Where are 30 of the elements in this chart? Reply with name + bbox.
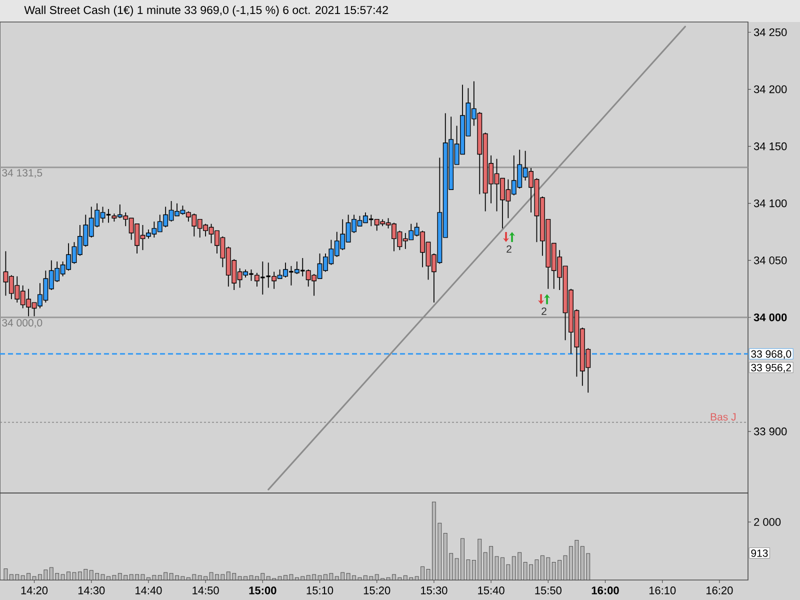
ref-line-label: Bas J [710,413,736,421]
ref-line-label: 34 131,5 [2,169,42,178]
y-tick-label: 34 100 [754,199,787,208]
x-tick-label: 15:40 [478,586,504,594]
ref-line-label: 33 968,0 [751,350,792,359]
y-tick-label: 2 000 [754,518,781,526]
y-tick-label: 34 250 [754,28,787,36]
x-tick-label: 16:20 [706,586,733,594]
y-tick-label: 34 200 [754,85,787,94]
x-tick-label: 16:10 [649,586,676,594]
annotation: 2 [542,308,546,315]
ref-line-label: 34 000,0 [2,319,42,328]
x-tick-label: 15:20 [364,586,390,594]
x-tick-label: 14:20 [21,586,48,594]
chart-title: Wall Street Cash (1€) 1 minute 33 969,0 (-1,15 %) 6 oct. 2021 15:57:42 [24,6,388,16]
x-tick-label: 16:00 [592,586,619,594]
x-tick-label: 14:50 [192,586,219,594]
annotation: 2 [506,245,512,253]
x-tick-label: 14:30 [78,586,105,594]
x-tick-label: 15:00 [249,586,276,594]
x-tick-label: 15:30 [421,586,448,594]
y-tick-label: 34 150 [754,142,787,150]
text: 913 [751,549,768,557]
x-tick-label: 15:10 [306,586,334,594]
y-tick-label: 34 050 [754,256,787,264]
x-tick-label: 15:50 [535,586,562,594]
y-tick-label: 34 000 [754,313,787,322]
y-tick-label: 33 900 [754,428,787,436]
text: 33 956,2 [751,364,792,373]
x-tick-label: 14:40 [136,586,162,594]
